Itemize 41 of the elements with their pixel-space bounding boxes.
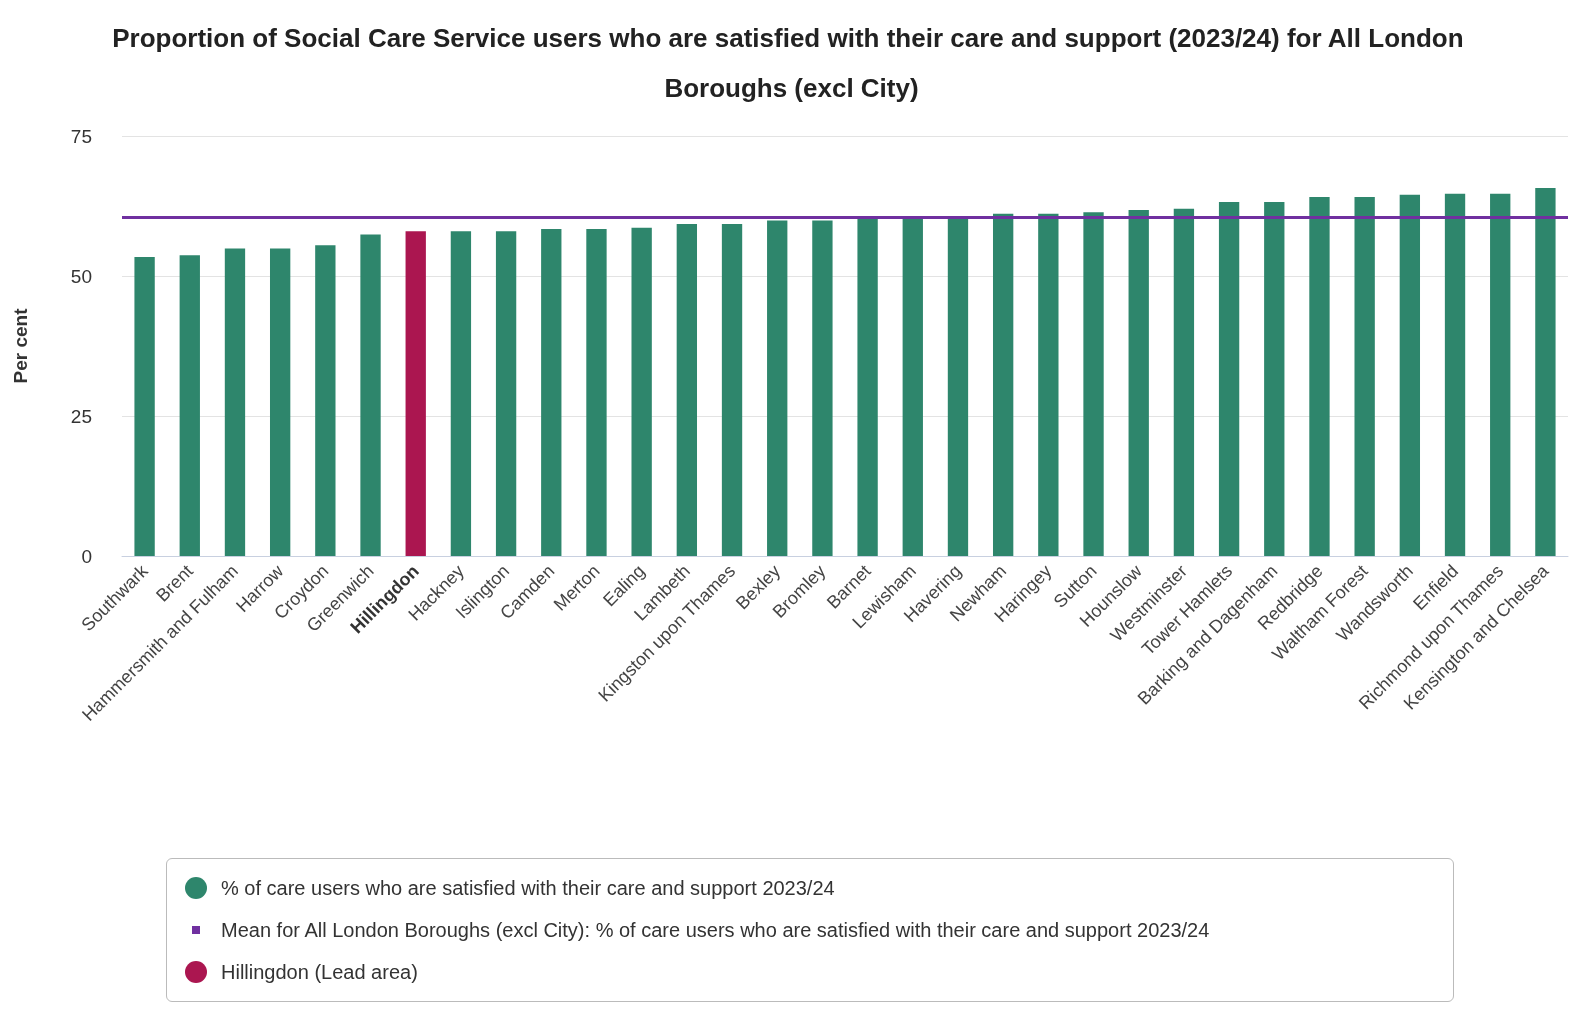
y-tick-label: 0 — [81, 545, 92, 567]
bar — [1309, 197, 1330, 556]
chart-title: Proportion of Social Care Service users who are satisfied with their care and support (2023/24) for All London Boroughs (excl City) — [112, 23, 1471, 103]
bar — [1173, 208, 1195, 556]
bar — [1399, 194, 1421, 556]
y-tick-label: 25 — [70, 405, 92, 427]
bar — [315, 245, 336, 556]
bar — [586, 228, 607, 556]
bar — [1038, 213, 1059, 556]
bar — [450, 231, 472, 556]
legend-label: Mean for All London Boroughs (excl City): % of care users who are satisfied with their care and support 2023/24 — [221, 918, 1210, 942]
bar — [631, 227, 652, 556]
bar — [360, 234, 381, 556]
bar — [134, 256, 155, 556]
bar — [495, 231, 517, 556]
bar — [676, 223, 698, 556]
bar — [1444, 193, 1466, 556]
bar — [857, 217, 878, 556]
legend-label: Hillingdon (Lead area) — [221, 960, 418, 984]
bar — [541, 228, 562, 556]
y-axis-title: Per cent — [10, 307, 31, 384]
bar — [269, 248, 291, 556]
bar — [1218, 202, 1240, 556]
bar — [721, 223, 743, 556]
legend-label: % of care users who are satisfied with their care and support 2023/24 — [221, 876, 835, 900]
bar — [992, 213, 1014, 556]
bar — [812, 220, 833, 556]
bar — [902, 217, 923, 556]
bar — [1083, 212, 1104, 556]
bar — [1354, 197, 1375, 556]
bar — [405, 231, 426, 556]
bar — [1490, 193, 1511, 556]
bar — [1264, 202, 1285, 556]
bar — [1128, 209, 1149, 556]
bar — [1535, 188, 1556, 556]
bar — [179, 255, 200, 556]
y-tick-label: 75 — [70, 125, 92, 147]
bar — [767, 220, 788, 556]
bar — [224, 248, 246, 556]
y-tick-label: 50 — [70, 265, 92, 287]
bar — [947, 217, 969, 556]
